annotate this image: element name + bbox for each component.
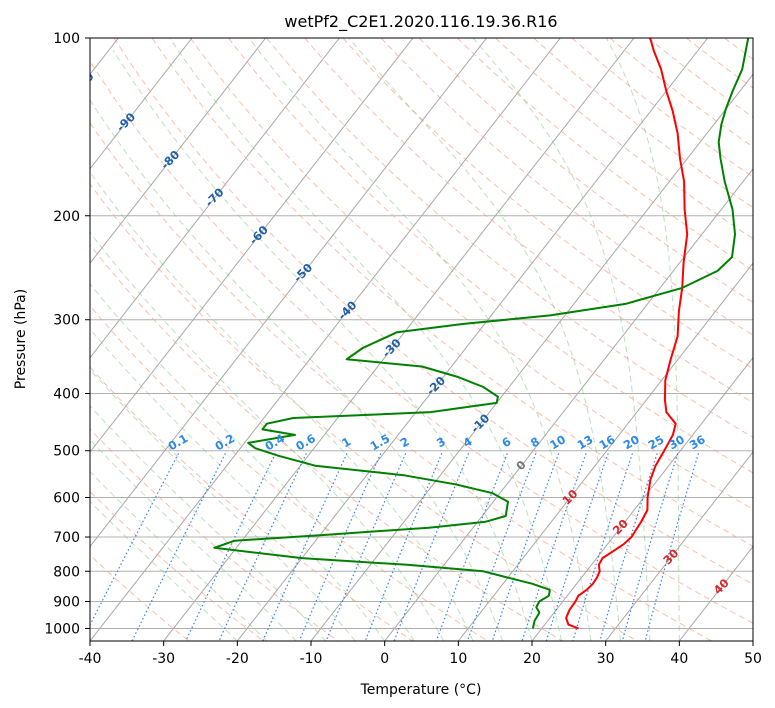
dry-adiabat-line [90, 244, 563, 641]
isotherm-line [752, 640, 753, 641]
y-tick-label: 500 [53, 444, 80, 460]
isotherm-line [90, 38, 488, 548]
y-tick-label: 900 [53, 594, 80, 610]
moist-adiabat-line [90, 99, 503, 641]
x-tick-label: -30 [152, 651, 175, 667]
dry-adiabat-line [90, 305, 488, 641]
dry-adiabat-line [90, 490, 264, 641]
mixing-ratio-line [545, 453, 609, 641]
moist-adiabat-line [605, 38, 680, 641]
moist-adiabat-line [472, 38, 651, 641]
mixing-ratio-line [644, 453, 700, 641]
data-lines [213, 38, 750, 630]
mixing-ratio-line [599, 453, 658, 641]
mixing-ratio-line [621, 453, 679, 641]
x-tick-label: 30 [597, 651, 615, 667]
mixing-ratio-label: 16 [597, 432, 618, 452]
dry-adiabat-line [266, 38, 753, 438]
y-tick-label: 800 [53, 564, 80, 580]
mixing-ratio-label: 13 [575, 432, 596, 452]
x-axis-title: Temperature (°C) [360, 682, 482, 698]
moist-adiabat-line [90, 328, 386, 641]
moist-adiabat-line [90, 171, 474, 641]
x-tick-label: 10 [449, 651, 467, 667]
isotherm-line [531, 356, 753, 641]
mixing-ratio-label: 36 [687, 432, 708, 452]
y-tick-label: 1000 [44, 621, 80, 637]
mixing-ratio-line [466, 453, 537, 641]
mixing-ratio-label: 30 [666, 432, 687, 452]
dry-adiabat-line [228, 38, 753, 474]
dry-adiabat-line [113, 38, 753, 585]
isotherm-line [90, 38, 340, 359]
y-axis-title: Pressure (hPa) [13, 289, 29, 389]
dry-adiabat-line [90, 60, 753, 624]
moist-adiabat-line [90, 439, 297, 641]
y-tick-label: 200 [53, 209, 80, 225]
x-tick-label: 0 [380, 651, 389, 667]
axes: -40 -30 -20 -10 0 10 20 30 40 50 100 200 300 400 500 60… [44, 31, 762, 667]
plot-background [90, 38, 753, 641]
mixing-ratio-line [521, 453, 587, 641]
temperature-profile [565, 38, 689, 630]
isotherm-line [90, 38, 193, 170]
isotherm-line [90, 38, 267, 265]
x-tick-label: 50 [744, 651, 762, 667]
dewpoint-profile [213, 38, 750, 629]
moist-adiabat-line [90, 500, 238, 641]
mixing-ratio-line [218, 453, 307, 641]
mixing-ratio-line [131, 453, 226, 641]
mixing-ratio-label: 25 [646, 432, 667, 452]
y-tick-label: 100 [53, 31, 80, 47]
x-tick-label: -40 [79, 651, 102, 667]
x-tick-label: 40 [670, 651, 688, 667]
y-tick-label: 600 [53, 490, 80, 506]
mixing-ratio-line [435, 453, 508, 641]
mixing-ratio-label: 20 [621, 432, 642, 452]
dry-adiabat-line [457, 38, 753, 271]
moist-adiabat-line [169, 38, 562, 641]
mixing-ratio-line [185, 453, 277, 641]
dry-adiabat-line [342, 38, 753, 370]
dry-adiabat-line [151, 38, 753, 547]
moist-adiabat-line [90, 283, 415, 641]
y-tick-label: 300 [53, 313, 80, 329]
dry-adiabat-line [763, 38, 775, 641]
x-tick-label: 20 [523, 651, 541, 667]
dry-adiabat-line [380, 38, 753, 336]
plot-frame [89, 37, 754, 642]
x-tick-label: -10 [300, 651, 323, 667]
moist-adiabat-line [90, 231, 445, 641]
y-tick-label: 700 [53, 530, 80, 546]
x-tick-label: -20 [226, 651, 249, 667]
chart-title: wetPf2_C2E1.2020.116.19.36.R16 [284, 12, 557, 32]
mixing-ratio-line [572, 453, 633, 641]
moist-adiabat-line [348, 38, 621, 641]
moist-adiabat-line [248, 38, 592, 641]
isotherm-line [90, 38, 414, 453]
isotherm-line [236, 38, 709, 641]
y-tick-label: 400 [53, 387, 80, 403]
moist-adiabat-line [90, 368, 356, 641]
isotherm-line [605, 451, 753, 641]
isotherm-line [90, 38, 561, 641]
isotherm-line [310, 73, 753, 641]
moist-adiabat-line [90, 405, 327, 641]
mixing-ratio-line [393, 453, 470, 641]
dry-adiabat-line [495, 38, 753, 240]
dry-adiabat-line [304, 38, 753, 404]
mixing-ratio-label: 10 [547, 432, 568, 452]
isotherm-line [384, 167, 753, 641]
dry-adiabat-line [609, 38, 753, 148]
dry-adiabat-line [90, 366, 414, 641]
mixing-ratio-line [491, 453, 560, 641]
background-lines [90, 38, 775, 641]
dry-adiabat-line [571, 38, 753, 178]
mixing-ratio-line [364, 453, 443, 641]
